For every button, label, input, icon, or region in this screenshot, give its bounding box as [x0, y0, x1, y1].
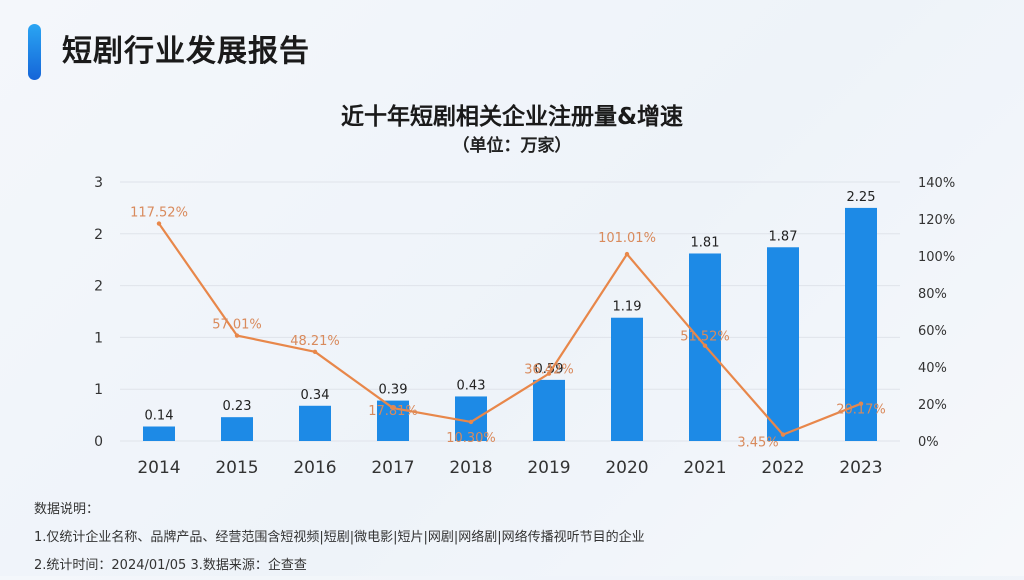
bar [299, 405, 331, 441]
notes-line-1: 1.仅统计企业名称、品牌产品、经营范围含短视频|短剧|微电影|短片|网剧|网络剧… [34, 530, 645, 545]
right-axis-tick-label: 120% [918, 213, 955, 228]
growth-rate-label: 51.52% [680, 330, 730, 345]
x-axis-tick-label: 2015 [215, 458, 258, 478]
bar-value-label: 1.81 [691, 235, 720, 250]
bar [611, 317, 643, 441]
left-axis-tick-label: 3 [94, 175, 103, 191]
growth-rate-line [158, 222, 862, 436]
growth-rate-point [702, 343, 708, 348]
right-axis-tick-label: 40% [918, 361, 947, 376]
growth-rate-point [234, 333, 240, 338]
growth-rate-point [156, 221, 162, 226]
right-axis-tick-label: 80% [918, 287, 947, 302]
x-axis-tick-label: 2016 [293, 458, 336, 478]
bar [767, 247, 799, 441]
bar [455, 396, 487, 441]
growth-rate-point [780, 432, 786, 437]
x-axis-tick-label: 2023 [839, 458, 882, 478]
bar-value-label: 1.19 [613, 300, 642, 315]
title-accent-bar [28, 24, 41, 80]
bar-value-label: 0.34 [301, 388, 330, 403]
right-axis-tick-label: 140% [918, 176, 955, 191]
growth-rate-label: 48.21% [290, 334, 340, 349]
data-notes: 数据说明： 1.仅统计企业名称、品牌产品、经营范围含短视频|短剧|微电影|短片|… [34, 496, 645, 580]
bar-value-label: 0.23 [223, 399, 252, 414]
growth-rate-label: 36.42% [524, 363, 574, 378]
right-axis-tick-label: 0% [918, 435, 939, 450]
growth-rate-point [312, 349, 318, 355]
left-axis-tick-label: 0 [94, 434, 103, 450]
growth-rate-label: 20.17% [836, 403, 886, 418]
growth-rate-point [546, 371, 552, 376]
growth-rate-point [390, 405, 396, 411]
left-axis-tick-label: 1 [94, 382, 103, 398]
bar-value-label: 1.87 [769, 229, 798, 244]
chart-title: 近十年短剧相关企业注册量&增速 [340, 104, 684, 130]
growth-rate-label: 17.81% [368, 404, 418, 419]
bar-value-label: 0.14 [145, 408, 174, 423]
bar-value-label: 2.25 [847, 190, 876, 205]
x-axis-tick-label: 2014 [137, 458, 180, 478]
x-axis-tick-label: 2020 [605, 458, 648, 478]
bar-value-label: 0.59 [535, 362, 564, 377]
growth-rate-label: 57.01% [212, 318, 262, 333]
left-axis-tick-label: 2 [94, 279, 103, 295]
x-axis-tick-label: 2021 [683, 458, 726, 478]
growth-rate-point [624, 251, 630, 257]
bar [143, 426, 175, 441]
notes-heading: 数据说明： [34, 502, 100, 517]
x-axis-tick-label: 2018 [449, 458, 492, 478]
bar-value-label: 0.43 [457, 378, 486, 393]
bar [533, 379, 565, 441]
bar [221, 417, 253, 441]
right-axis-tick-label: 20% [918, 398, 947, 413]
right-axis-tick-label: 60% [918, 324, 947, 339]
growth-rate-point [858, 401, 864, 406]
growth-rate-label: 3.45% [737, 436, 778, 451]
x-axis-tick-label: 2019 [527, 458, 570, 478]
growth-rate-label: 117.52% [130, 206, 188, 221]
notes-line-2: 2.统计时间：2024/01/05 3.数据来源：企查查 [34, 558, 307, 573]
left-axis-tick-label: 2 [94, 227, 103, 243]
growth-rate-label: 10.30% [446, 431, 496, 446]
growth-rate-point [468, 419, 474, 425]
growth-rate-label: 101.01% [598, 231, 656, 246]
x-axis-tick-label: 2017 [371, 458, 414, 478]
x-axis-tick-label: 2022 [761, 458, 804, 478]
chart-subtitle: （单位：万家） [452, 136, 572, 156]
left-axis-tick-label: 1 [94, 330, 103, 346]
bar-value-label: 0.39 [379, 383, 408, 398]
page-title: 短剧行业发展报告 [62, 34, 310, 69]
right-axis-tick-label: 100% [918, 250, 955, 265]
